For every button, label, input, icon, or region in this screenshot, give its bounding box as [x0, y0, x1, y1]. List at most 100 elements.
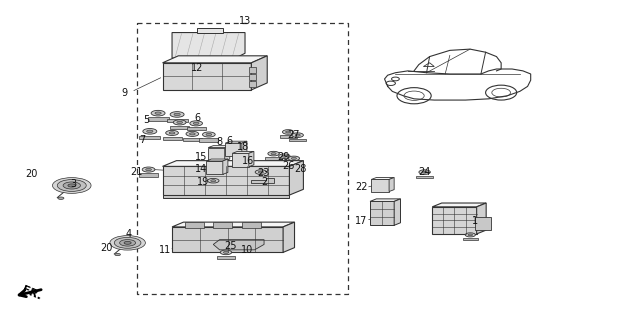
Text: 2: 2 [261, 177, 267, 187]
Ellipse shape [143, 129, 157, 134]
Ellipse shape [58, 197, 64, 199]
Ellipse shape [186, 131, 198, 136]
Polygon shape [172, 222, 294, 227]
Ellipse shape [142, 167, 155, 172]
Ellipse shape [151, 110, 165, 116]
Polygon shape [163, 195, 289, 198]
Polygon shape [371, 178, 394, 180]
Text: 1: 1 [471, 216, 478, 226]
Text: 29: 29 [277, 152, 290, 163]
Ellipse shape [271, 153, 276, 155]
Polygon shape [163, 161, 303, 166]
Ellipse shape [193, 122, 199, 124]
Bar [416, 176, 433, 179]
Text: 19: 19 [197, 177, 209, 187]
Polygon shape [225, 143, 242, 156]
Polygon shape [249, 151, 254, 167]
Ellipse shape [220, 250, 232, 255]
Text: 23: 23 [257, 168, 270, 178]
Polygon shape [163, 56, 267, 63]
Bar [186, 127, 205, 130]
Ellipse shape [177, 121, 183, 124]
Polygon shape [251, 178, 273, 183]
Polygon shape [163, 63, 251, 90]
Polygon shape [283, 222, 294, 252]
Polygon shape [197, 28, 223, 33]
Polygon shape [232, 151, 254, 153]
Polygon shape [371, 180, 389, 192]
Bar [249, 74, 256, 80]
Ellipse shape [57, 180, 86, 191]
Bar [218, 256, 235, 259]
Text: 22: 22 [355, 182, 368, 192]
Ellipse shape [286, 131, 291, 133]
Text: 8: 8 [216, 138, 223, 148]
Bar [183, 138, 202, 141]
Bar [167, 119, 188, 122]
Text: 15: 15 [195, 152, 207, 163]
Text: 9: 9 [121, 88, 128, 98]
Ellipse shape [292, 133, 303, 138]
Bar [205, 184, 222, 187]
Polygon shape [206, 159, 228, 161]
Bar [199, 138, 218, 141]
Bar [280, 135, 297, 138]
Ellipse shape [114, 237, 141, 248]
Ellipse shape [147, 130, 153, 132]
Text: 7: 7 [139, 135, 146, 145]
Polygon shape [476, 203, 486, 234]
Bar [170, 126, 189, 129]
Polygon shape [232, 153, 249, 167]
Text: 18: 18 [237, 142, 249, 152]
Text: 14: 14 [195, 164, 207, 174]
Polygon shape [432, 207, 476, 234]
Text: 5: 5 [144, 115, 150, 125]
Text: 11: 11 [158, 245, 171, 255]
Ellipse shape [170, 112, 184, 117]
Ellipse shape [207, 179, 219, 183]
Polygon shape [251, 56, 267, 90]
Bar [62, 182, 81, 188]
Ellipse shape [258, 171, 263, 173]
Polygon shape [172, 227, 283, 252]
Polygon shape [432, 203, 486, 207]
Bar [213, 222, 232, 228]
Text: 20: 20 [100, 243, 113, 252]
Bar [276, 160, 293, 163]
Bar [242, 222, 261, 228]
Text: FR.: FR. [20, 284, 43, 302]
Polygon shape [289, 161, 303, 195]
Ellipse shape [282, 130, 294, 134]
Polygon shape [225, 141, 247, 143]
Ellipse shape [282, 155, 287, 157]
Text: 3: 3 [71, 179, 76, 189]
Text: 17: 17 [355, 216, 368, 226]
Ellipse shape [419, 170, 431, 174]
Ellipse shape [422, 171, 427, 173]
Ellipse shape [174, 113, 180, 116]
Text: 27: 27 [287, 130, 300, 140]
Bar [475, 217, 491, 230]
Ellipse shape [291, 157, 296, 159]
Polygon shape [370, 201, 394, 225]
Bar [265, 157, 282, 160]
Polygon shape [163, 166, 289, 195]
Ellipse shape [124, 241, 131, 244]
Ellipse shape [279, 154, 290, 158]
Ellipse shape [68, 184, 76, 187]
Ellipse shape [465, 233, 475, 237]
Ellipse shape [202, 132, 215, 137]
Text: 12: 12 [191, 63, 204, 73]
Bar [286, 162, 303, 165]
Bar [249, 67, 256, 73]
Ellipse shape [146, 168, 151, 171]
Ellipse shape [63, 182, 80, 189]
Ellipse shape [206, 133, 212, 136]
Text: 21: 21 [130, 167, 143, 177]
Ellipse shape [166, 130, 178, 135]
Bar [463, 238, 478, 241]
Polygon shape [213, 240, 264, 250]
Ellipse shape [190, 133, 195, 135]
Bar [289, 139, 307, 141]
Bar [163, 137, 181, 140]
